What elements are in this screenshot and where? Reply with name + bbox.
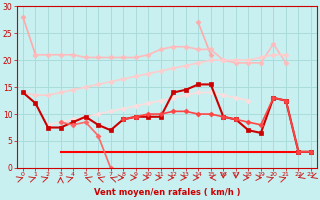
- X-axis label: Vent moyen/en rafales ( km/h ): Vent moyen/en rafales ( km/h ): [94, 188, 240, 197]
